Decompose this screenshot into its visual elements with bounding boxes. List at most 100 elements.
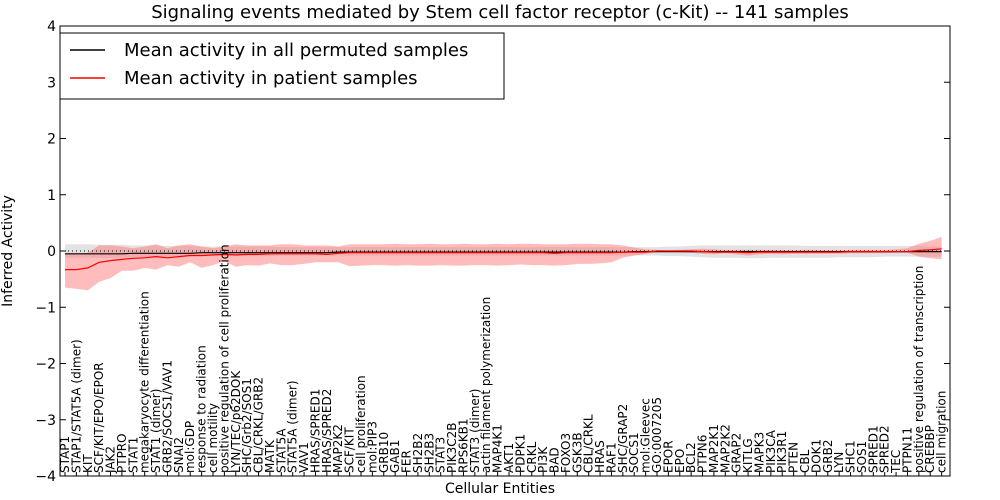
- x-tick-label: EPO: [673, 449, 687, 473]
- x-tick-label: FOXO3: [559, 433, 573, 473]
- series-lines: [65, 248, 942, 271]
- x-tick-label: STAT5A: [274, 428, 288, 473]
- x-tick-label: STAP1/STAT5A (dimer): [69, 339, 83, 473]
- x-tick-label: SH2B3: [422, 433, 436, 473]
- x-tick-label: PIK3C2B: [445, 422, 459, 473]
- x-tick-label: mol:GDP: [183, 421, 197, 473]
- x-tick-label: AKT1: [502, 443, 516, 473]
- x-tick-label: STAP1: [58, 436, 72, 473]
- x-tick-label: PTPN11: [900, 427, 914, 473]
- x-tick-label: SPRED2: [878, 425, 892, 473]
- x-tick-label: HRAS: [593, 440, 607, 473]
- x-tick-label: positive regulation of transcription: [912, 266, 926, 473]
- band-patient: [65, 236, 942, 291]
- x-tick-label: SH2B2: [411, 433, 425, 473]
- x-tick-label: GRAP2: [730, 433, 744, 473]
- x-tick-label: mol:PIP3: [365, 421, 379, 473]
- y-tick-label: 1: [47, 188, 56, 204]
- y-tick-label: −2: [35, 357, 56, 373]
- legend-label-permuted: Mean activity in all permuted samples: [124, 40, 468, 61]
- y-tick-label: 2: [47, 132, 56, 148]
- legend-box: [59, 32, 505, 100]
- x-tick-label: STAT1 (dimer): [149, 389, 163, 473]
- x-tick-label: GSK3B: [570, 432, 584, 473]
- x-tick-label: LYN/TEC/p62DOK: [229, 370, 243, 473]
- x-tick-label: MAP4K1: [491, 424, 505, 473]
- x-tick-label: FER: [400, 450, 414, 473]
- x-tick-label: BCL2: [684, 442, 698, 473]
- x-tick-label: HRAS/SPRED2: [320, 389, 334, 473]
- x-tick-label: cell migration: [935, 391, 949, 473]
- x-tick-label: GAB1: [388, 440, 402, 473]
- x-tick-label: PTPRO: [115, 433, 129, 473]
- x-tick-label: SNAI2: [172, 437, 186, 473]
- x-tick-label: STAT5A (dimer): [286, 380, 300, 473]
- x-tick-label: PTPN6: [696, 435, 710, 473]
- x-tick-label: KIT: [81, 454, 95, 473]
- y-tick-label: 4: [47, 19, 56, 35]
- x-tick-label: CBL/CRKL/GRB2: [252, 377, 266, 473]
- x-tick-label: RPS6KB1: [456, 418, 470, 473]
- y-tick-label: −4: [35, 469, 56, 485]
- x-tick-label: BAD: [548, 447, 562, 473]
- x-tick-label: MAP2K2: [718, 424, 732, 473]
- legend-label-patient: Mean activity in patient samples: [124, 68, 418, 89]
- x-tick-label: CREBBP: [923, 425, 937, 473]
- x-tick-label: CRKL: [525, 441, 539, 473]
- x-tick-label: EPOR: [661, 440, 675, 473]
- line-patient: [65, 248, 942, 271]
- x-axis-label: Cellular Entities: [445, 481, 555, 497]
- chart-title: Signaling events mediated by Stem cell f…: [151, 2, 849, 23]
- x-tick-label: mol:Gleevec: [639, 398, 653, 473]
- x-tick-label: PDPK1: [513, 434, 527, 473]
- x-tick-label: STAT1: [126, 437, 140, 473]
- x-tick-label: LYN: [832, 452, 846, 473]
- x-tick-label: RAF1: [604, 442, 618, 473]
- x-tick-label: TEC: [889, 450, 903, 474]
- x-tick-label: JAK2: [104, 446, 118, 474]
- x-tick-label: megakaryocyte differentiation: [138, 291, 152, 473]
- x-tick-label: SHC/Grb2/SOS1: [240, 378, 254, 473]
- x-tick-label: STAT3: [434, 437, 448, 473]
- x-tick-label: SPRED1: [866, 425, 880, 473]
- x-tick-label: MAPK3: [752, 432, 766, 473]
- y-axis: −4 −3 −2 −1 0 1 2 3 4: [35, 19, 950, 485]
- x-tick-label: PTEN: [787, 442, 801, 473]
- x-tick-label: MAP2K1: [707, 424, 721, 473]
- x-tick-label: PIK3R1: [775, 431, 789, 473]
- x-tick-label: cell motility: [206, 403, 220, 473]
- y-tick-label: −1: [35, 300, 56, 316]
- x-tick-label: cell proliferation: [354, 375, 368, 473]
- y-tick-label: 0: [47, 244, 56, 260]
- y-axis-label: Inferred Activity: [0, 195, 16, 307]
- y-tick-label: −3: [35, 413, 56, 429]
- x-tick-label: CBL/CRKL: [582, 414, 596, 473]
- x-tick-label: GO:0007205: [650, 397, 664, 473]
- x-tick-label: SOCS1: [627, 432, 641, 473]
- x-tick-label: SHC/GRAP2: [616, 404, 630, 473]
- x-tick-label: PIK3CA: [764, 429, 778, 473]
- x-tick-label: positive regulation of cell proliferatio…: [217, 244, 231, 473]
- x-tick-label: GRB2/SOCS1/VAV1: [160, 360, 174, 473]
- x-tick-label: KITLG: [741, 438, 755, 473]
- band-permuted: [65, 244, 942, 259]
- x-tick-label: HRAS/SPRED1: [308, 389, 322, 473]
- x-tick-label: SCF/KIT/EPO/EPOR: [92, 362, 106, 473]
- x-tick-label: GRB2: [821, 439, 835, 473]
- x-tick-label: MATK: [263, 439, 277, 473]
- legend: Mean activity in all permuted samples Me…: [59, 32, 505, 100]
- x-tick-label: STAT3 (dimer): [468, 389, 482, 473]
- x-tick-label: response to radiation: [195, 345, 209, 473]
- x-tick-label: DOK1: [809, 439, 823, 473]
- x-tick-label: SOS1: [855, 441, 869, 473]
- x-tick-label: MAP2K2: [331, 424, 345, 473]
- x-tick-label: CBL: [798, 449, 812, 473]
- x-tick-label: VAV1: [297, 442, 311, 473]
- x-tick-label: actin filament polymerization: [479, 297, 493, 473]
- x-tick-label: SHC1: [844, 440, 858, 473]
- x-tick-label: SCF/KIT: [343, 427, 357, 473]
- x-tick-label: PI3K: [536, 446, 550, 473]
- y-tick-label: 3: [47, 75, 56, 91]
